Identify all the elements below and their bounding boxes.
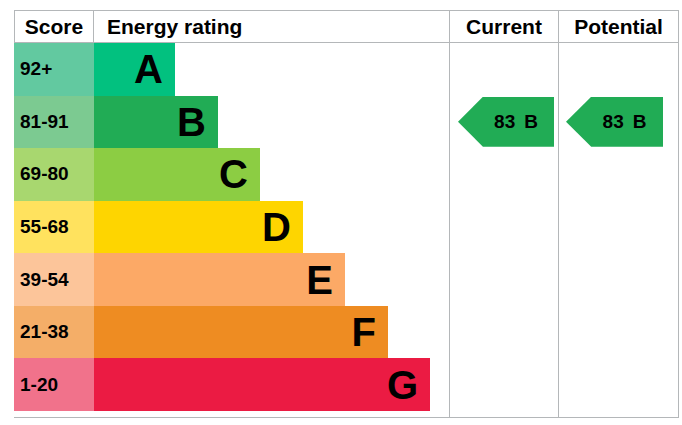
band-letter: D xyxy=(262,207,291,247)
band-letter: B xyxy=(177,102,206,142)
band-row-d: 55-68 D xyxy=(14,201,449,254)
band-rows: 92+ A 81-91 B 69-80 C 55-68 D 39-54 E 21-38 F 1-20 G xyxy=(14,43,449,411)
band-row-e: 39-54 E xyxy=(14,253,449,306)
current-column: 83 B xyxy=(449,43,558,417)
score-range: 39-54 xyxy=(14,253,94,306)
score-range: 55-68 xyxy=(14,201,94,254)
potential-column: 83 B xyxy=(558,43,679,417)
header-energy-rating: Energy rating xyxy=(94,11,449,42)
potential-score-value: 83 xyxy=(603,111,624,133)
band-row-f: 21-38 F xyxy=(14,306,449,359)
table-bottom-border xyxy=(14,417,679,418)
score-range: 69-80 xyxy=(14,148,94,201)
band-letter: A xyxy=(134,49,163,89)
band-letter: F xyxy=(352,312,376,352)
header-current: Current xyxy=(449,11,558,42)
band-bar: B xyxy=(94,96,218,149)
band-bar: A xyxy=(94,43,175,96)
band-bar: C xyxy=(94,148,260,201)
score-range: 81-91 xyxy=(14,96,94,149)
potential-rating-letter: B xyxy=(633,111,647,133)
band-row-b: 81-91 B xyxy=(14,96,449,149)
table-header: Score Energy rating Current Potential xyxy=(14,10,679,43)
header-potential: Potential xyxy=(558,11,679,42)
header-score: Score xyxy=(14,11,94,42)
current-score-value: 83 xyxy=(494,111,515,133)
band-row-g: 1-20 G xyxy=(14,358,449,411)
score-range: 1-20 xyxy=(14,358,94,411)
band-letter: E xyxy=(306,260,333,300)
score-range: 92+ xyxy=(14,43,94,96)
band-letter: C xyxy=(219,154,248,194)
band-row-c: 69-80 C xyxy=(14,148,449,201)
score-range: 21-38 xyxy=(14,306,94,359)
band-bar: G xyxy=(94,358,430,411)
band-row-a: 92+ A xyxy=(14,43,449,96)
current-rating-letter: B xyxy=(524,111,538,133)
band-letter: G xyxy=(387,365,418,405)
band-bar: E xyxy=(94,253,345,306)
current-rating-arrow: 83 B xyxy=(458,97,554,147)
potential-rating-arrow: 83 B xyxy=(566,97,663,147)
epc-rating-chart: Score Energy rating Current Potential 92… xyxy=(0,0,682,425)
band-bar: D xyxy=(94,201,303,254)
band-bar: F xyxy=(94,306,388,359)
